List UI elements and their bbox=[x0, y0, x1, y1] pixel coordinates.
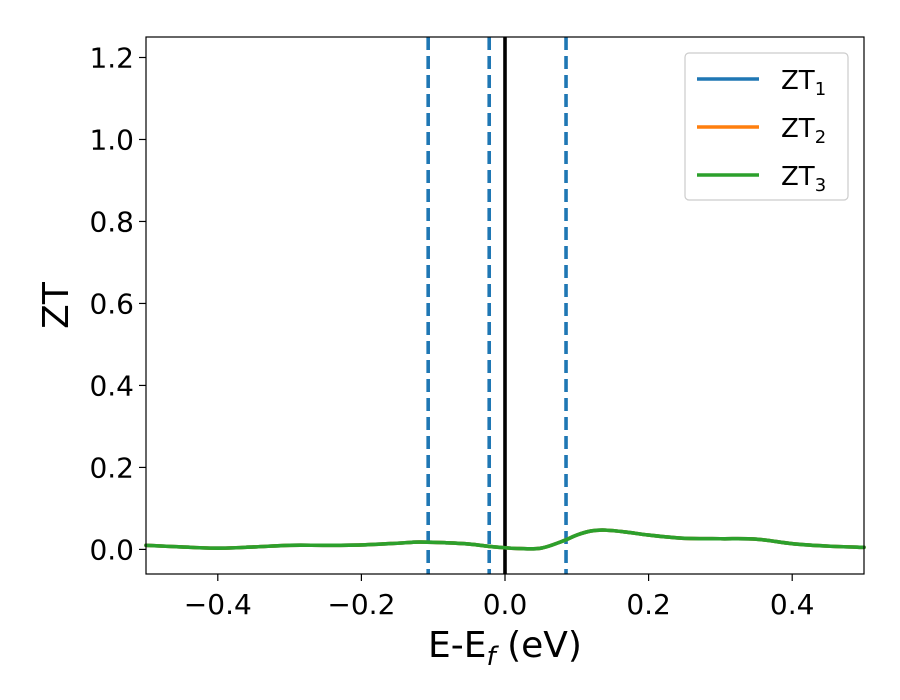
legend-label-ZT2: ZT2 bbox=[781, 114, 826, 148]
vertical-lines bbox=[426, 37, 568, 574]
y-tick-label: 1.2 bbox=[89, 41, 134, 74]
series-line-ZT3 bbox=[144, 528, 866, 551]
legend-label-ZT3: ZT3 bbox=[781, 162, 826, 196]
y-axis-ticks: 0.0 0.2 0.4 0.6 0.8 1.0 1.2 bbox=[89, 41, 146, 566]
x-tick-label: 0.2 bbox=[626, 588, 671, 621]
x-axis-ticks: −0.4 −0.2 0.0 0.2 0.4 bbox=[184, 574, 815, 621]
y-axis-label: ZT bbox=[36, 281, 77, 329]
y-tick-label: 0.0 bbox=[89, 533, 134, 566]
y-tick-label: 0.8 bbox=[89, 205, 134, 238]
x-tick-label: 0.4 bbox=[770, 588, 815, 621]
x-tick-label: −0.2 bbox=[327, 588, 395, 621]
legend-box bbox=[684, 52, 849, 201]
legend-label-ZT1: ZT1 bbox=[781, 66, 826, 100]
legend: ZT1 ZT2 ZT3 bbox=[684, 52, 849, 201]
y-tick-label: 1.0 bbox=[89, 123, 134, 156]
x-axis-label: E-Ef (eV) bbox=[428, 625, 582, 672]
x-axis-label-main: E-E bbox=[428, 625, 486, 666]
y-tick-label: 0.2 bbox=[89, 451, 134, 484]
x-axis-label-unit: (eV) bbox=[496, 625, 582, 666]
x-tick-label: 0.0 bbox=[483, 588, 528, 621]
x-tick-label: −0.4 bbox=[184, 588, 252, 621]
series-lines bbox=[144, 528, 866, 551]
y-tick-label: 0.4 bbox=[89, 369, 134, 402]
y-tick-label: 0.6 bbox=[89, 287, 134, 320]
